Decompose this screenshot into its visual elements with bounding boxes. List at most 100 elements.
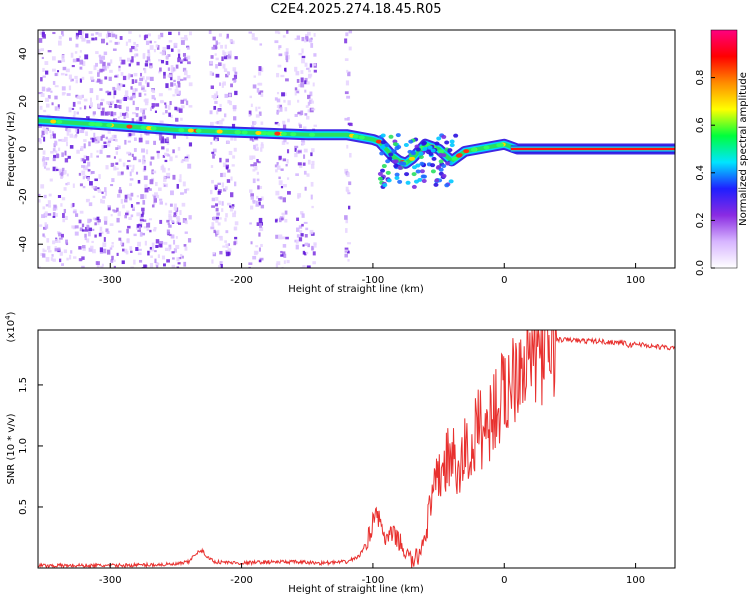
noise-speck — [114, 104, 118, 109]
noise-speck — [258, 106, 261, 109]
noise-speck — [214, 53, 217, 56]
noise-speck — [349, 152, 352, 158]
noise-speck — [43, 249, 47, 252]
noise-speck — [111, 178, 115, 183]
colorbar-gradient — [710, 29, 738, 269]
noise-speck — [83, 143, 86, 149]
noise-speck — [94, 137, 98, 143]
noise-speck — [248, 31, 253, 34]
noise-speck — [93, 65, 97, 71]
spread-blob — [444, 183, 450, 188]
x-tick-label: 0 — [501, 275, 507, 286]
noise-speck — [250, 196, 255, 200]
spread-blob — [403, 142, 409, 147]
noise-speck — [65, 182, 69, 186]
noise-speck — [215, 64, 218, 69]
noise-speck — [98, 32, 102, 37]
noise-speck — [114, 41, 119, 45]
spread-blob — [385, 159, 391, 164]
noise-speck — [233, 241, 237, 246]
noise-speck — [129, 97, 133, 101]
noise-speck — [221, 201, 224, 206]
noise-speck — [252, 200, 256, 204]
noise-speck — [161, 51, 166, 56]
noise-speck — [222, 172, 226, 178]
noise-speck — [143, 35, 147, 41]
ridge-hotspot — [266, 131, 273, 136]
noise-speck — [126, 95, 130, 100]
noise-speck — [90, 33, 94, 36]
noise-speck — [306, 67, 310, 70]
noise-speck — [179, 210, 182, 216]
noise-speck — [227, 248, 232, 253]
noise-speck — [170, 234, 175, 239]
noise-speck — [295, 173, 299, 176]
noise-speck — [72, 226, 77, 230]
noise-speck — [173, 214, 177, 218]
noise-speck — [79, 95, 83, 100]
noise-speck — [141, 232, 146, 236]
noise-speck — [103, 145, 108, 148]
noise-speck — [307, 31, 311, 36]
noise-speck — [184, 188, 187, 194]
noise-speck — [113, 265, 116, 268]
noise-speck — [278, 176, 281, 180]
noise-speck — [40, 48, 45, 52]
noise-speck — [72, 183, 75, 188]
noise-speck — [98, 54, 102, 58]
y-tick-label: 20 — [18, 95, 29, 108]
noise-speck — [300, 110, 304, 116]
noise-speck — [283, 92, 287, 97]
noise-speck — [149, 40, 152, 44]
noise-speck — [216, 229, 220, 235]
spectrogram-ylabel: Frequency (Hz) — [6, 111, 17, 187]
noise-speck — [173, 68, 177, 72]
noise-speck — [344, 215, 348, 220]
noise-speck — [173, 79, 176, 83]
spread-blob — [444, 140, 450, 145]
noise-speck — [180, 253, 183, 258]
noise-speck — [42, 156, 45, 160]
spread-blob — [438, 167, 444, 172]
noise-speck — [306, 265, 311, 268]
noise-speck — [210, 141, 213, 145]
noise-speck — [133, 137, 137, 141]
spread-blob — [382, 183, 388, 188]
noise-speck — [70, 79, 73, 82]
noise-speck — [344, 117, 349, 121]
noise-speck — [50, 150, 54, 154]
noise-speck — [212, 252, 217, 257]
noise-speck — [255, 143, 259, 147]
noise-speck — [101, 107, 105, 111]
ridge-hotspot — [178, 128, 185, 133]
noise-speck — [275, 190, 280, 196]
spread-blob — [445, 161, 451, 166]
noise-speck — [248, 113, 251, 117]
noise-speck — [61, 197, 66, 201]
noise-speck — [75, 35, 79, 40]
ridge-hotspot — [483, 145, 490, 150]
noise-speck — [76, 128, 80, 134]
noise-speck — [74, 225, 79, 229]
noise-speck — [344, 253, 348, 258]
noise-speck — [49, 129, 52, 134]
noise-speck — [86, 224, 90, 229]
noise-speck — [108, 105, 113, 108]
noise-speck — [135, 113, 139, 118]
noise-speck — [151, 242, 155, 248]
noise-speck — [105, 33, 109, 39]
noise-speck — [297, 112, 301, 115]
noise-speck — [311, 245, 314, 251]
noise-speck — [130, 203, 133, 208]
noise-speck — [38, 38, 43, 43]
noise-speck — [168, 213, 172, 218]
noise-speck — [175, 64, 179, 69]
noise-speck — [52, 31, 56, 35]
noise-speck — [129, 171, 132, 177]
noise-speck — [47, 213, 52, 216]
noise-speck — [312, 251, 316, 256]
noise-speck — [126, 228, 129, 234]
spread-blob — [428, 151, 434, 156]
noise-speck — [161, 146, 165, 150]
noise-speck — [256, 178, 260, 182]
